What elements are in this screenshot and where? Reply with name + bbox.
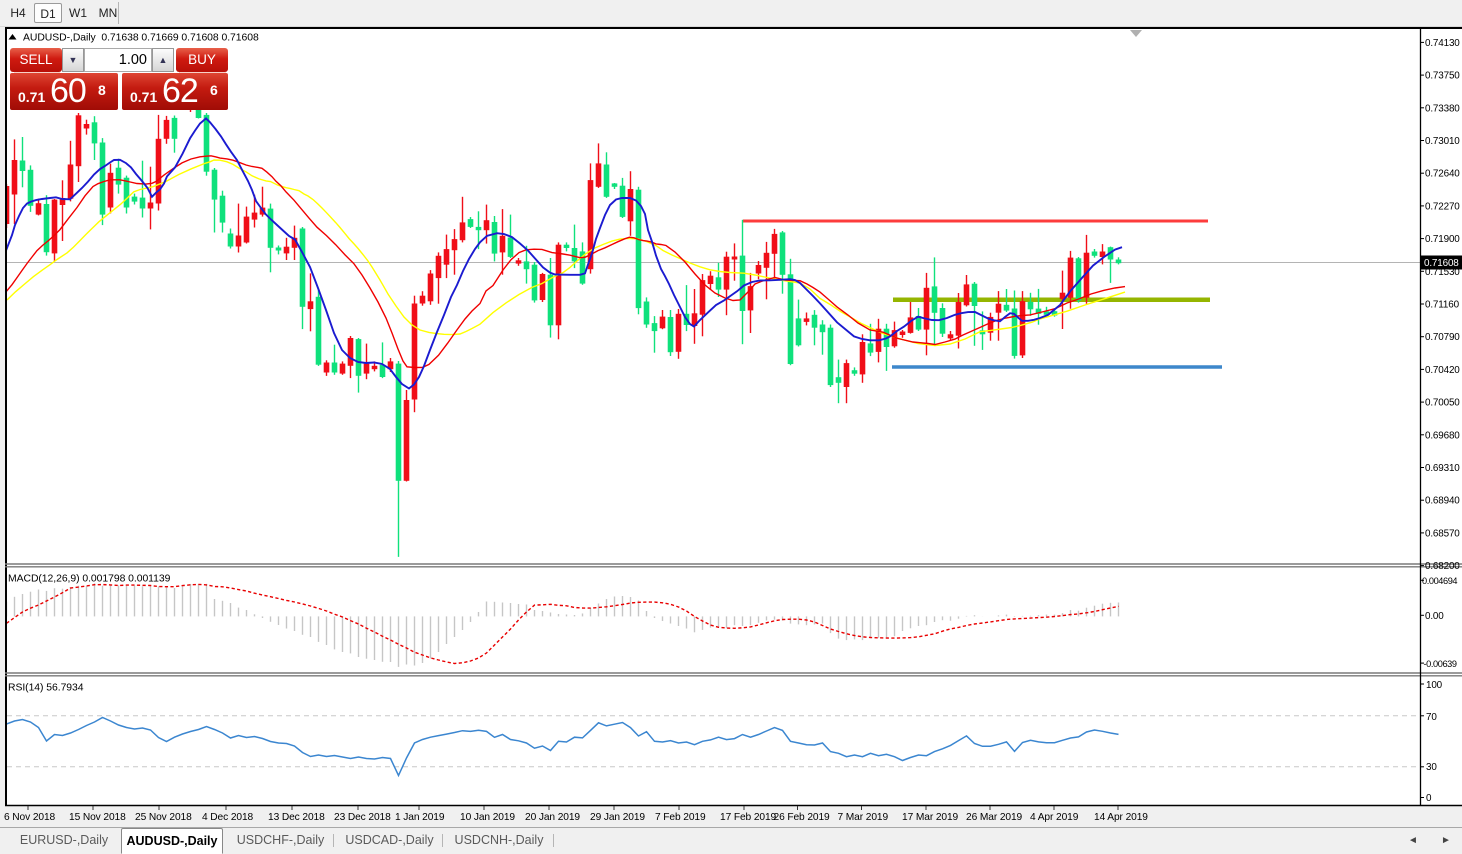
svg-text:0.68570: 0.68570 xyxy=(1425,528,1460,539)
svg-text:0.72270: 0.72270 xyxy=(1425,201,1460,212)
svg-text:0.73380: 0.73380 xyxy=(1425,103,1460,114)
svg-text:0: 0 xyxy=(1426,793,1432,804)
svg-text:0.73010: 0.73010 xyxy=(1425,136,1460,147)
svg-text:30: 30 xyxy=(1426,762,1437,773)
svg-text:AUDUSD-,Daily 0.71638 0.71669: AUDUSD-,Daily 0.71638 0.71669 0.71608 0.… xyxy=(23,33,259,44)
svg-text:0.00: 0.00 xyxy=(1425,611,1444,622)
svg-text:4 Apr 2019: 4 Apr 2019 xyxy=(1030,812,1079,823)
svg-text:17 Mar 2019: 17 Mar 2019 xyxy=(902,812,959,823)
svg-text:0.68940: 0.68940 xyxy=(1425,496,1460,507)
svg-text:14 Apr 2019: 14 Apr 2019 xyxy=(1094,812,1148,823)
svg-text:20 Jan 2019: 20 Jan 2019 xyxy=(525,812,580,823)
svg-text:6 Nov 2018: 6 Nov 2018 xyxy=(4,812,56,823)
svg-text:70: 70 xyxy=(1426,712,1437,723)
svg-text:7 Mar 2019: 7 Mar 2019 xyxy=(838,812,889,823)
svg-text:0.004694: 0.004694 xyxy=(1422,576,1457,586)
svg-text:MACD(12,26,9) 0.001798 0.00113: MACD(12,26,9) 0.001798 0.001139 xyxy=(8,574,171,585)
svg-text:0.71900: 0.71900 xyxy=(1425,234,1460,245)
svg-text:25 Nov 2018: 25 Nov 2018 xyxy=(135,812,192,823)
svg-text:15 Nov 2018: 15 Nov 2018 xyxy=(69,812,126,823)
svg-text:4 Dec 2018: 4 Dec 2018 xyxy=(202,812,254,823)
svg-text:-0.00639: -0.00639 xyxy=(1424,659,1457,669)
svg-text:13 Dec 2018: 13 Dec 2018 xyxy=(268,812,325,823)
svg-text:0.71608: 0.71608 xyxy=(1424,258,1459,269)
svg-text:0.74130: 0.74130 xyxy=(1425,38,1460,49)
svg-text:26 Mar 2019: 26 Mar 2019 xyxy=(966,812,1023,823)
svg-text:17 Feb 2019: 17 Feb 2019 xyxy=(720,812,777,823)
svg-text:0.69680: 0.69680 xyxy=(1425,430,1460,441)
svg-text:23 Dec 2018: 23 Dec 2018 xyxy=(334,812,391,823)
svg-text:0.71160: 0.71160 xyxy=(1425,300,1460,311)
svg-text:0.73750: 0.73750 xyxy=(1425,71,1460,82)
svg-text:26 Feb 2019: 26 Feb 2019 xyxy=(774,812,831,823)
svg-text:0.68200: 0.68200 xyxy=(1425,561,1460,572)
svg-text:7 Feb 2019: 7 Feb 2019 xyxy=(655,812,706,823)
svg-text:RSI(14) 56.7934: RSI(14) 56.7934 xyxy=(8,683,84,694)
svg-text:1 Jan 2019: 1 Jan 2019 xyxy=(395,812,445,823)
svg-text:100: 100 xyxy=(1426,680,1443,691)
svg-text:29 Jan 2019: 29 Jan 2019 xyxy=(590,812,645,823)
svg-text:0.72640: 0.72640 xyxy=(1425,169,1460,180)
svg-text:0.70050: 0.70050 xyxy=(1425,398,1460,409)
svg-text:10 Jan 2019: 10 Jan 2019 xyxy=(460,812,515,823)
svg-text:0.70420: 0.70420 xyxy=(1425,365,1460,376)
svg-text:0.71530: 0.71530 xyxy=(1425,267,1460,278)
svg-text:0.70790: 0.70790 xyxy=(1425,332,1460,343)
svg-text:0.69310: 0.69310 xyxy=(1425,463,1460,474)
